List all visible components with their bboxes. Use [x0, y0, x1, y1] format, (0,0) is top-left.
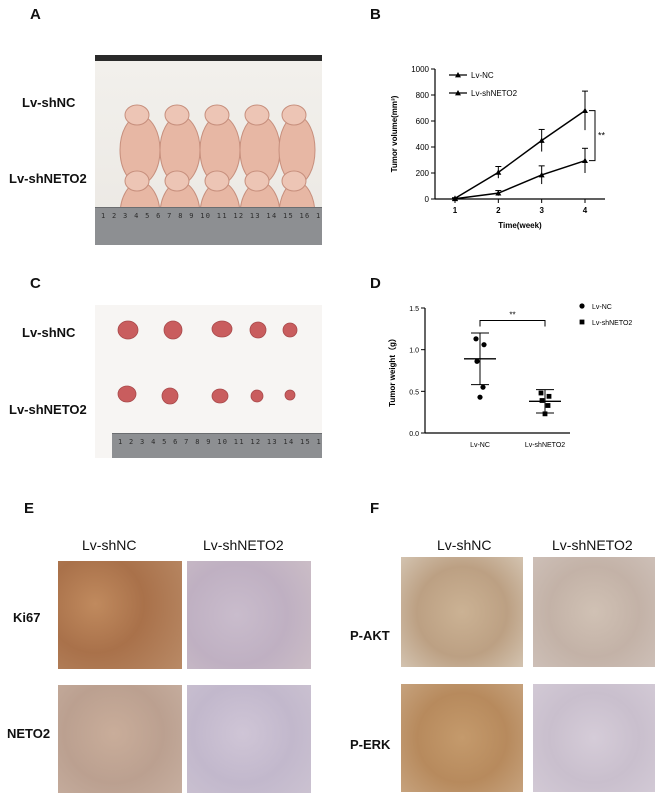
- panel-f-col-shneto2: Lv-shNETO2: [552, 537, 633, 553]
- y-axis-label: Tumor volume(mm³): [390, 95, 399, 172]
- data-point: [545, 403, 551, 408]
- data-point: [542, 411, 548, 417]
- panel-e-col-shneto2: Lv-shNETO2: [203, 537, 284, 553]
- y-tick-label: 0: [425, 195, 430, 204]
- x-tick-label: 2: [496, 206, 501, 215]
- panel-c-letter: C: [30, 275, 41, 292]
- ihc-image-ki67-shnc: [58, 561, 182, 669]
- data-point: [474, 358, 480, 364]
- ihc-image-neto2-shnc: [58, 685, 182, 793]
- data-point: [538, 171, 545, 178]
- panel-e-row-neto2: NETO2: [7, 726, 51, 741]
- x-tick-label: 1: [453, 206, 458, 215]
- tumor-volume-chart: 0 200 400 600 800 1000 1 2 3 4 Time(week) Tumor vol…: [390, 65, 606, 230]
- data-point: [477, 394, 483, 400]
- y-tick-label: 1.5: [409, 306, 419, 313]
- panel-f-row-perk: P-ERK: [350, 737, 391, 752]
- x-axis-label: Time(week): [498, 221, 542, 230]
- data-point: [546, 393, 552, 399]
- ihc-image-pakt-shneto2: [533, 557, 655, 667]
- y-tick-label: 800: [416, 91, 430, 100]
- y-tick-label: 0.0: [409, 431, 419, 438]
- panel-f-row-pakt: P-AKT: [350, 628, 390, 643]
- ihc-image-ki67-shneto2: [187, 561, 311, 669]
- panel-a-letter: A: [30, 6, 41, 23]
- legend-label: Lv-NC: [592, 304, 612, 311]
- panel-c-label-shnc: Lv-shNC: [22, 325, 76, 340]
- legend-marker: [455, 72, 461, 78]
- y-axis-label: Tumor weight（g）: [387, 334, 397, 407]
- y-tick-label: 0.5: [409, 389, 419, 396]
- panel-b-letter: B: [370, 6, 381, 23]
- y-tick-label: 600: [416, 117, 430, 126]
- x-tick-label: 3: [539, 206, 544, 215]
- panel-d-letter: D: [370, 275, 381, 292]
- tumor-weight-chart: 0.0 0.5 1.0 1.5 Lv-NC Lv-shNETO2 Tumor weight（…: [387, 303, 632, 449]
- data-point: [495, 169, 502, 175]
- data-point: [495, 190, 502, 196]
- panel-c-label-shneto2: Lv-shNETO2: [9, 402, 87, 417]
- data-point: [473, 336, 479, 342]
- panel-a-label-shnc: Lv-shNC: [22, 95, 76, 110]
- ruler-numbers: 1 2 3 4 5 6 7 8 9 10 11 12 13 14 15 16 1…: [118, 438, 322, 446]
- legend-marker: [455, 90, 461, 96]
- ihc-image-perk-shnc: [401, 684, 523, 792]
- panel-e-letter: E: [24, 500, 35, 517]
- ruler: 1 2 3 4 5 6 7 8 9 10 11 12 13 14 15 16 1…: [112, 433, 322, 458]
- panel-e-col-shnc: Lv-shNC: [82, 537, 137, 553]
- y-tick-label: 400: [416, 143, 430, 152]
- ruler-numbers: 1 2 3 4 5 6 7 8 9 10 11 12 13 14 15 16 1…: [101, 212, 322, 220]
- series-line: [454, 109, 586, 199]
- panel-e-row-ki67: Ki67: [13, 610, 41, 625]
- data-point: [481, 342, 487, 348]
- tumors-photo: 1 2 3 4 5 6 7 8 9 10 11 12 13 14 15 16 1…: [95, 305, 322, 458]
- data-point: [538, 390, 544, 396]
- y-tick-label: 200: [416, 169, 430, 178]
- data-point: [539, 398, 545, 403]
- legend-label: Lv-shNETO2: [592, 320, 632, 327]
- ihc-image-neto2-shneto2: [187, 685, 311, 793]
- y-tick-label: 1.0: [409, 348, 419, 355]
- y-tick-label: 1000: [411, 65, 429, 74]
- significance-label: **: [509, 311, 515, 320]
- significance-bracket: [479, 320, 546, 327]
- legend-label: Lv-shNETO2: [471, 89, 518, 98]
- data-point: [480, 384, 486, 390]
- ruler: 1 2 3 4 5 6 7 8 9 10 11 12 13 14 15 16 1…: [95, 207, 322, 245]
- significance-bracket: [589, 110, 596, 162]
- legend-label: Lv-NC: [471, 71, 494, 80]
- mice-photo: 1 2 3 4 5 6 7 8 9 10 11 12 13 14 15 16 1…: [95, 55, 322, 245]
- data-point: [452, 195, 458, 202]
- data-point: [582, 107, 588, 113]
- legend-marker: [579, 303, 585, 309]
- panel-f-letter: F: [370, 500, 380, 517]
- x-tick-label: Lv-shNETO2: [525, 442, 565, 449]
- ihc-image-pakt-shnc: [401, 557, 523, 667]
- legend-marker: [579, 319, 585, 325]
- data-point: [538, 137, 545, 143]
- data-point: [582, 157, 588, 164]
- tumors-illustration: [117, 320, 298, 405]
- x-tick-label: 4: [583, 206, 588, 215]
- panel-f-col-shnc: Lv-shNC: [437, 537, 492, 553]
- series-line: [454, 159, 586, 200]
- significance-label: **: [598, 131, 606, 141]
- x-tick-label: Lv-NC: [470, 442, 490, 449]
- panel-a-label-shneto2: Lv-shNETO2: [9, 171, 87, 186]
- ihc-image-perk-shneto2: [533, 684, 655, 792]
